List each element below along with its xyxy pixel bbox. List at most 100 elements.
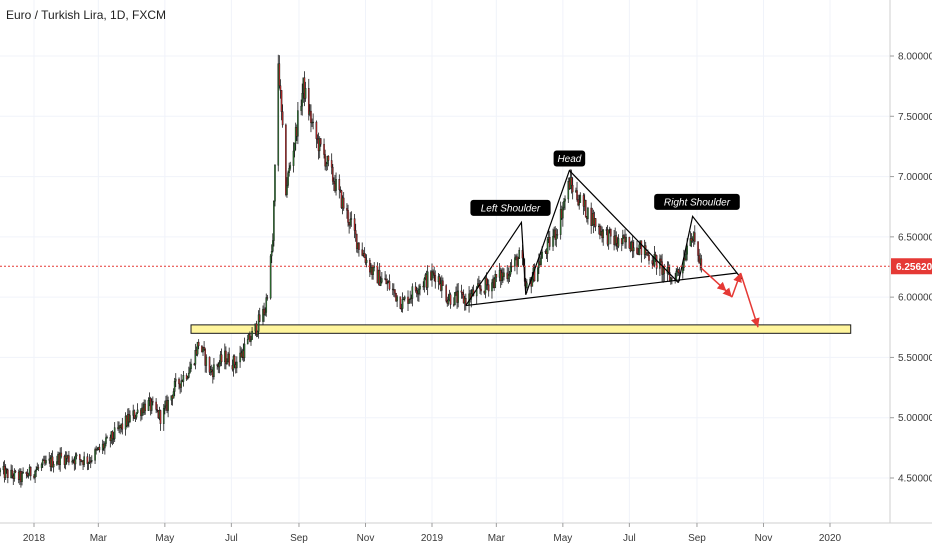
candle-down[interactable] — [285, 124, 287, 195]
candle-up[interactable] — [350, 218, 353, 220]
candle-down[interactable] — [388, 281, 391, 290]
candle-down[interactable] — [571, 184, 574, 193]
candle-up[interactable] — [286, 185, 288, 195]
candle-down[interactable] — [460, 290, 463, 293]
candle-up[interactable] — [173, 381, 176, 392]
candle-down[interactable] — [533, 267, 536, 282]
pattern-line[interactable] — [465, 220, 527, 306]
candle-up[interactable] — [402, 298, 405, 301]
projection-arrow[interactable] — [739, 272, 760, 328]
candle-down[interactable] — [319, 138, 322, 145]
candle-down[interactable] — [37, 467, 40, 469]
candle-down[interactable] — [315, 121, 318, 139]
candle-down[interactable] — [434, 275, 437, 283]
candle-up[interactable] — [426, 271, 429, 288]
candle-up[interactable] — [236, 361, 238, 369]
candle-up[interactable] — [218, 363, 221, 368]
candle-down[interactable] — [249, 334, 251, 342]
candle-up[interactable] — [34, 471, 36, 478]
candle-down[interactable] — [399, 296, 402, 309]
candle-down[interactable] — [449, 294, 452, 305]
candle-down[interactable] — [461, 292, 464, 295]
candle-up[interactable] — [579, 195, 582, 203]
candle-down[interactable] — [155, 401, 157, 410]
candle-up[interactable] — [21, 472, 23, 482]
candle-up[interactable] — [277, 63, 280, 166]
candle-down[interactable] — [225, 350, 227, 365]
candle-down[interactable] — [342, 197, 345, 209]
candle-up[interactable] — [288, 167, 290, 173]
candle-up[interactable] — [686, 245, 688, 255]
candle-down[interactable] — [233, 355, 236, 365]
candle-down[interactable] — [185, 375, 188, 380]
candle-down[interactable] — [648, 254, 650, 261]
candle-up[interactable] — [75, 454, 78, 457]
candle-up[interactable] — [540, 258, 542, 265]
candle-down[interactable] — [599, 225, 601, 236]
candle-up[interactable] — [269, 255, 272, 299]
candle-up[interactable] — [567, 181, 570, 200]
candle-up[interactable] — [180, 380, 183, 388]
candle-up[interactable] — [526, 282, 528, 288]
candle-up[interactable] — [273, 200, 275, 241]
candle-down[interactable] — [655, 255, 658, 269]
candle-down[interactable] — [68, 455, 70, 463]
candle-down[interactable] — [415, 290, 418, 294]
candle-up[interactable] — [312, 121, 314, 124]
candle-up[interactable] — [147, 400, 150, 411]
candle-up[interactable] — [265, 297, 268, 313]
candle-down[interactable] — [280, 90, 283, 112]
candle-down[interactable] — [263, 308, 265, 315]
candle-up[interactable] — [564, 198, 566, 202]
candle-up[interactable] — [514, 257, 516, 267]
candle-down[interactable] — [279, 85, 282, 91]
candle-down[interactable] — [556, 234, 559, 236]
candle-up[interactable] — [162, 408, 165, 424]
candle-up[interactable] — [135, 412, 138, 418]
candle-down[interactable] — [333, 181, 335, 184]
candle-up[interactable] — [136, 409, 139, 413]
candle-down[interactable] — [255, 323, 258, 335]
candle-up[interactable] — [607, 229, 610, 245]
candle-down[interactable] — [640, 240, 643, 255]
candle-down[interactable] — [651, 260, 654, 264]
candle-down[interactable] — [216, 364, 218, 366]
candle-down[interactable] — [331, 166, 334, 182]
candle-up[interactable] — [396, 296, 398, 302]
candle-up[interactable] — [419, 285, 421, 290]
candle-down[interactable] — [210, 369, 213, 372]
candle-up[interactable] — [251, 330, 253, 340]
candle-down[interactable] — [615, 235, 618, 244]
candle-up[interactable] — [189, 368, 191, 374]
candle-down[interactable] — [355, 233, 358, 249]
candle-down[interactable] — [156, 409, 159, 411]
candle-up[interactable] — [186, 377, 189, 380]
candle-down[interactable] — [307, 88, 310, 115]
candle-down[interactable] — [610, 228, 612, 237]
candle-down[interactable] — [178, 378, 180, 385]
candle-down[interactable] — [548, 237, 551, 247]
candle-up[interactable] — [167, 399, 169, 411]
candle-up[interactable] — [372, 266, 374, 275]
candle-up[interactable] — [250, 339, 252, 342]
candle-up[interactable] — [0, 469, 1, 473]
candle-up[interactable] — [226, 361, 228, 365]
candle-up[interactable] — [638, 244, 640, 256]
annotation-label[interactable]: Left Shoulder — [470, 199, 551, 216]
candle-up[interactable] — [457, 290, 459, 303]
candle-up[interactable] — [190, 363, 192, 369]
candle-down[interactable] — [647, 252, 649, 256]
candle-up[interactable] — [293, 143, 296, 152]
candle-up[interactable] — [563, 201, 565, 208]
candle-up[interactable] — [622, 235, 624, 244]
candle-down[interactable] — [203, 347, 205, 350]
candle-up[interactable] — [196, 341, 199, 355]
candle-up[interactable] — [83, 456, 85, 465]
candle-up[interactable] — [202, 347, 204, 353]
candle-up[interactable] — [71, 460, 73, 463]
candle-up[interactable] — [503, 272, 505, 277]
candle-up[interactable] — [379, 281, 382, 286]
candle-up[interactable] — [559, 209, 562, 235]
candle-up[interactable] — [518, 249, 521, 259]
